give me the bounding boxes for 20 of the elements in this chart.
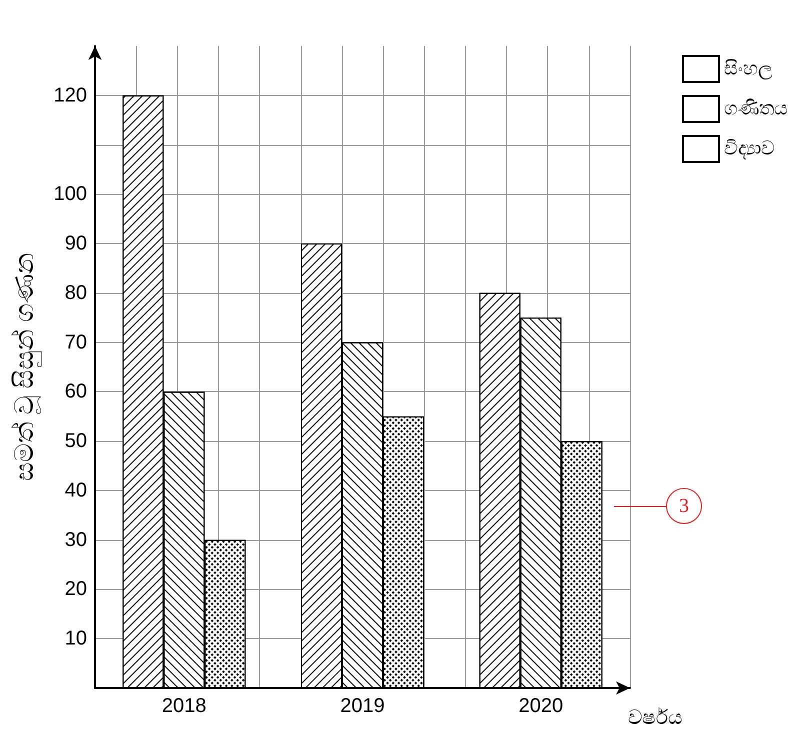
y-tick-label: 20 xyxy=(64,578,87,600)
y-tick-label: 90 xyxy=(64,232,87,255)
y-tick-label: 60 xyxy=(64,380,87,403)
text: 3 xyxy=(666,488,702,524)
legend-label: ගණිතය xyxy=(724,98,788,120)
y-axis-title: සමත් වූ සිසුන් ගණන xyxy=(9,253,42,481)
y-tick-label: 70 xyxy=(64,331,87,354)
y-tick-label: 120 xyxy=(54,84,87,106)
x-tick-label: 2019 xyxy=(340,695,385,717)
x-axis-title: වර්ෂය xyxy=(628,706,682,729)
y-tick-label: 40 xyxy=(64,479,87,502)
legend-label: විද්‍යාව xyxy=(724,138,775,160)
legend-label: සිංහල xyxy=(724,58,773,80)
y-tick-label: 50 xyxy=(64,430,87,452)
y-tick-label: 30 xyxy=(64,528,87,551)
x-tick-label: 2018 xyxy=(162,695,206,717)
y-tick-label: 80 xyxy=(64,282,87,304)
y-tick-label: 10 xyxy=(64,628,87,650)
y-tick-label: 100 xyxy=(54,183,87,206)
x-tick-label: 2020 xyxy=(518,695,564,717)
